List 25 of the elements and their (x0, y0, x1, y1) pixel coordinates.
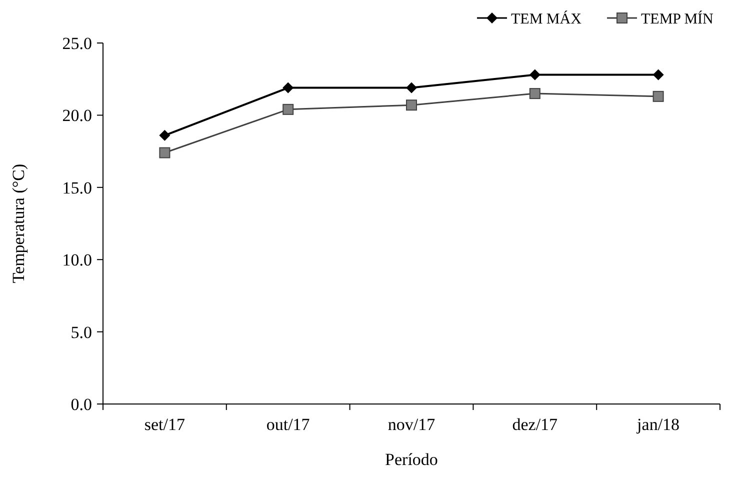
point (529, 69, 540, 80)
legend-label: TEMP MÍN (641, 10, 714, 28)
x-axis-title: Período (385, 450, 438, 469)
point (159, 130, 170, 141)
y-tick-label: 20.0 (62, 106, 92, 126)
point (652, 90, 664, 102)
point (652, 69, 664, 80)
y-tick-label: 25.0 (62, 34, 92, 53)
x-tick-label: nov/17 (388, 415, 436, 434)
point (406, 100, 417, 111)
x-tick-label: set/17 (144, 415, 186, 434)
y-axis-title: Temperatura (°C) (9, 164, 28, 284)
point (282, 82, 294, 94)
legend-label: TEM MÁX (511, 10, 582, 28)
point (282, 104, 294, 115)
point (159, 147, 170, 158)
y-tick-label: 10.0 (62, 250, 92, 270)
point (406, 82, 417, 94)
x-tick-label: jan/18 (636, 415, 680, 434)
y-tick-label: 0.0 (70, 394, 92, 414)
point (529, 88, 540, 100)
x-tick-label: out/17 (266, 415, 310, 434)
y-tick-label: 5.0 (70, 322, 92, 342)
y-tick-label: 15.0 (62, 178, 92, 198)
x-tick-label: dez/17 (512, 415, 558, 434)
